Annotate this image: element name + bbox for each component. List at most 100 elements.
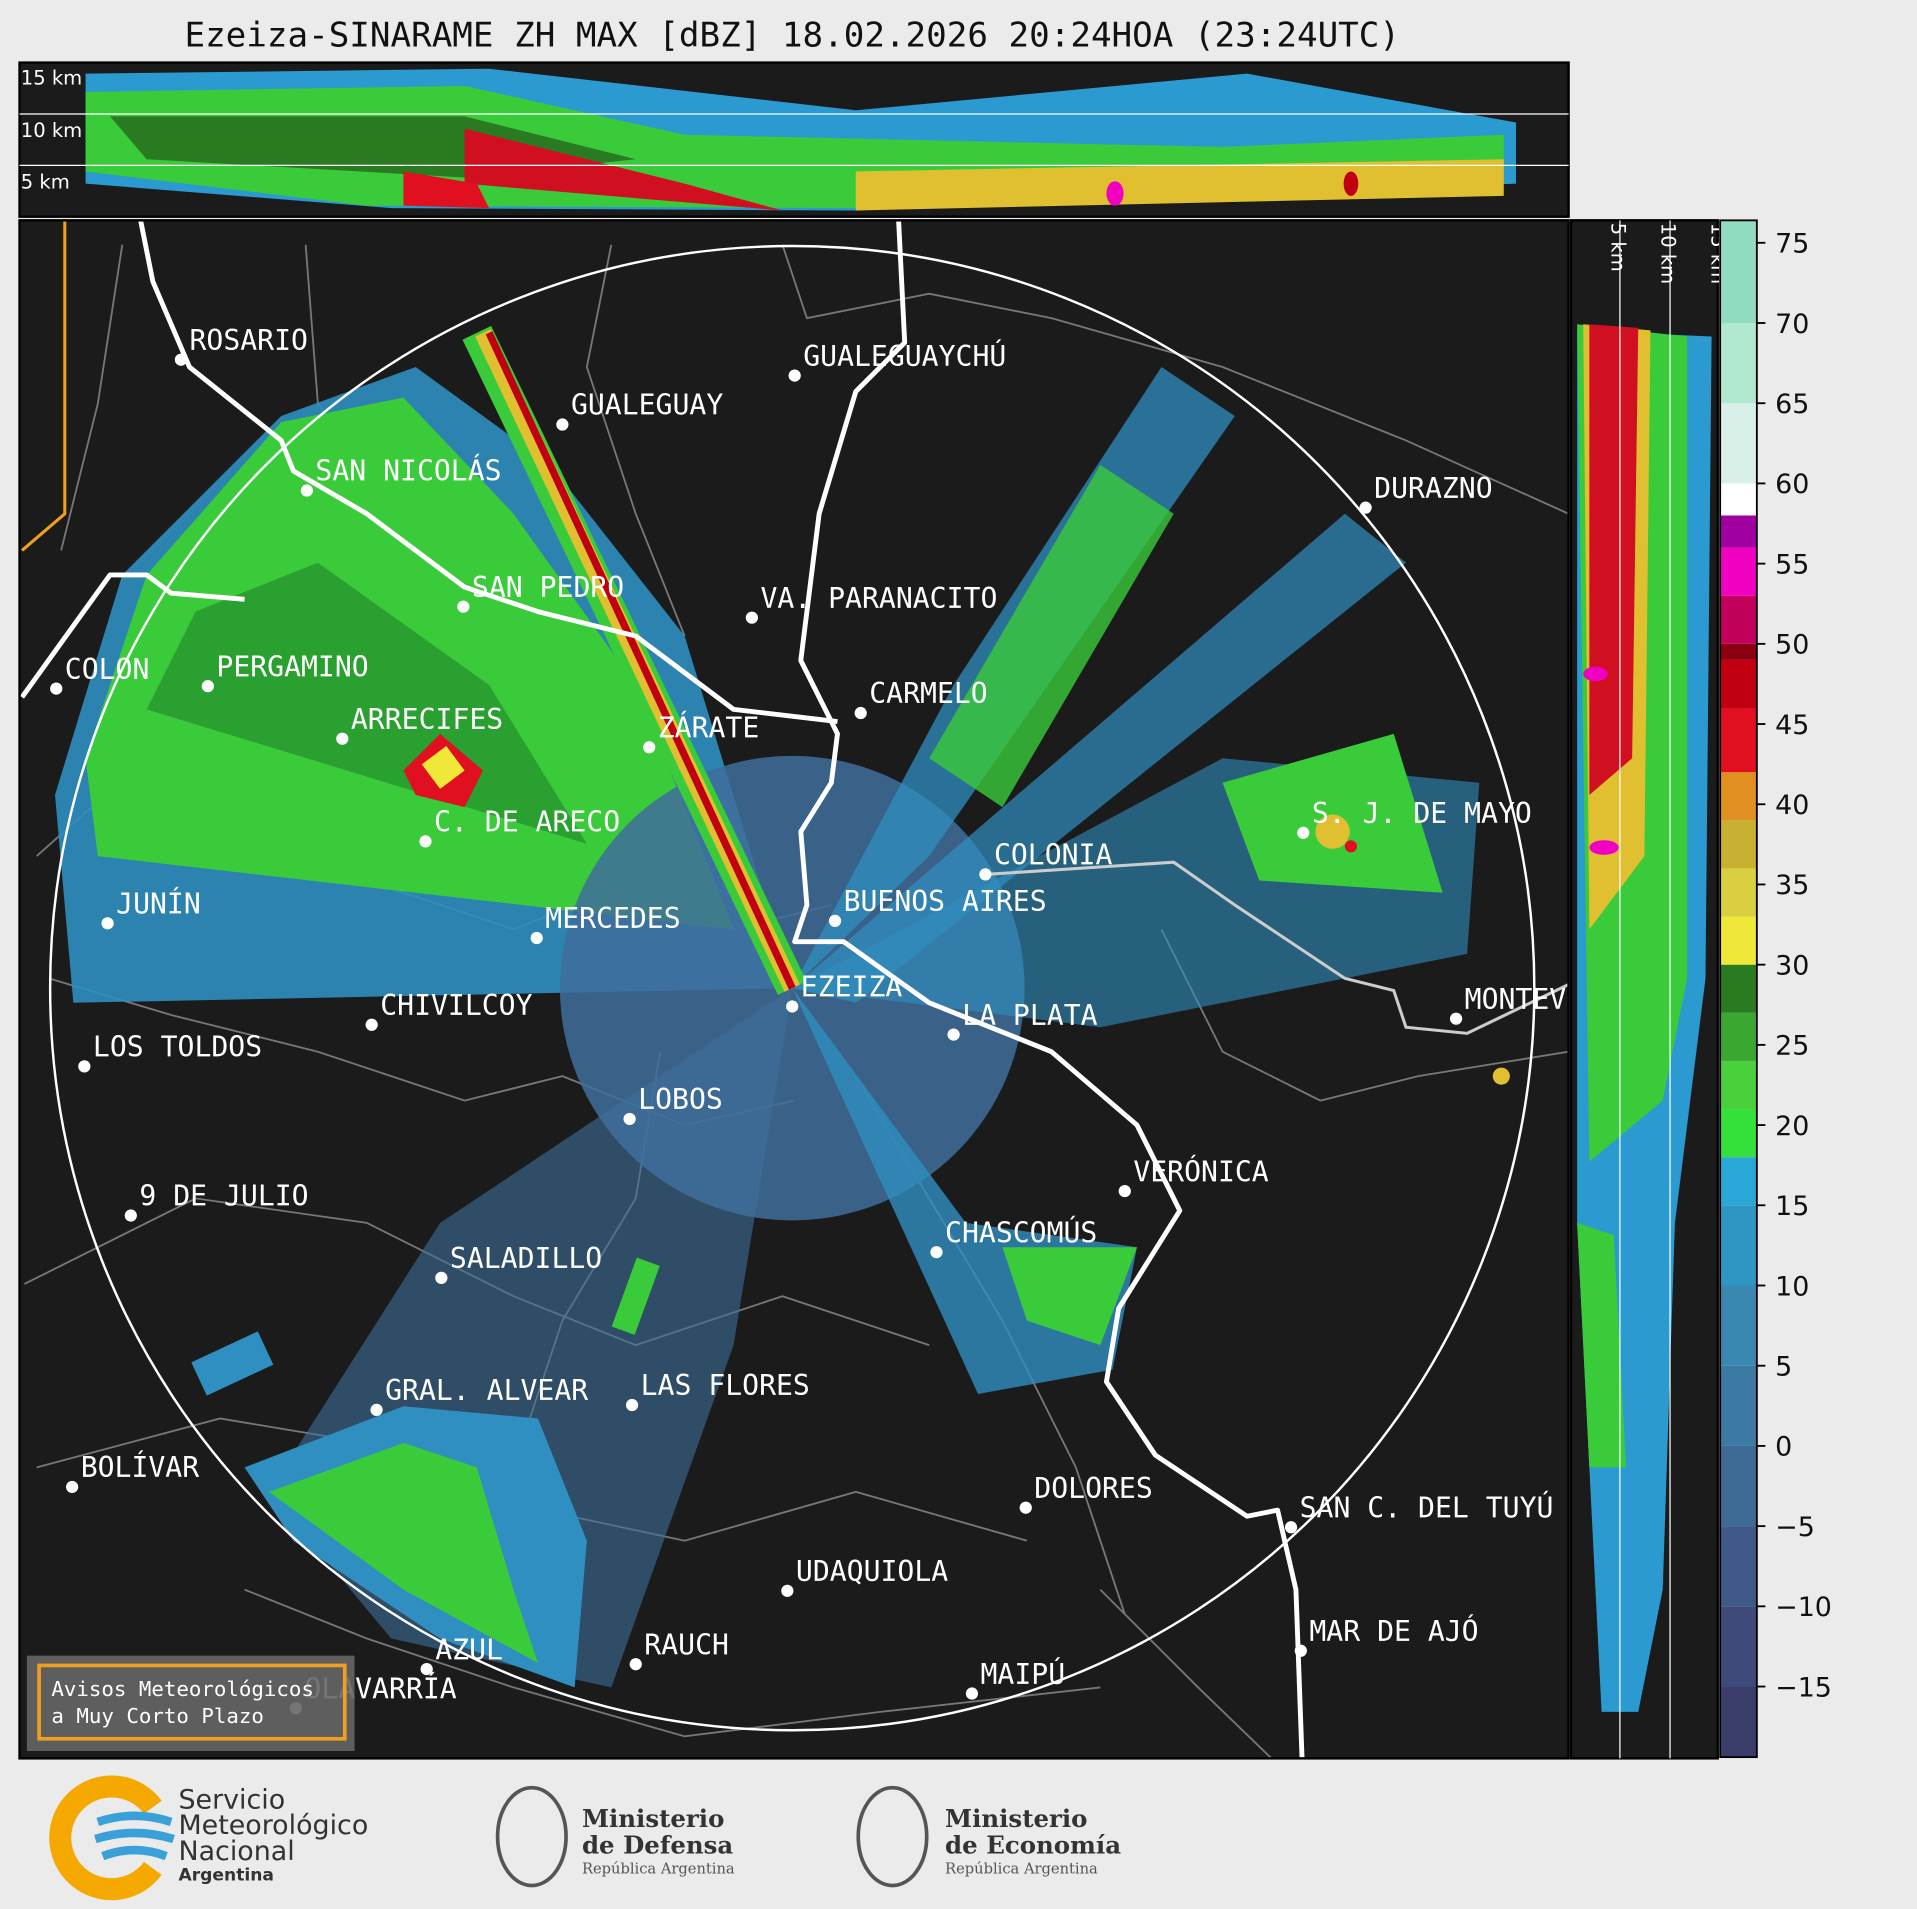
city-label: SAN PEDRO xyxy=(472,571,624,604)
city-dot xyxy=(781,1584,794,1597)
height-label: 5 km xyxy=(1606,223,1629,272)
height-label: 15 km xyxy=(21,67,82,90)
city-dot xyxy=(50,682,63,695)
city-dot xyxy=(124,1209,137,1222)
smn-line: Meteorológico xyxy=(178,1810,368,1841)
colorbar-tick-label: 50 xyxy=(1775,630,1809,661)
city-dot xyxy=(174,353,188,366)
colorbar-tick-label: 10 xyxy=(1775,1271,1809,1302)
city-dot xyxy=(66,1480,79,1494)
smn-line: Servicio xyxy=(178,1784,285,1815)
colorbar-band xyxy=(1720,403,1757,484)
city-dot xyxy=(1359,501,1372,514)
colorbar-tick-label: 45 xyxy=(1775,710,1809,741)
colorbar-tick-label: −5 xyxy=(1775,1512,1815,1543)
city-label: 9 DE JULIO xyxy=(139,1180,308,1213)
height-label: 5 km xyxy=(21,171,70,194)
colorbar-band xyxy=(1720,1686,1757,1758)
city-dot xyxy=(457,600,470,613)
colorbar-band xyxy=(1720,220,1757,324)
city-dot xyxy=(643,741,656,754)
city-label: BUENOS AIRES xyxy=(844,885,1047,918)
ministry-sub: República Argentina xyxy=(582,1860,735,1877)
city-dot xyxy=(979,868,992,881)
city-dot xyxy=(1019,1501,1032,1514)
city-dot xyxy=(947,1028,960,1041)
city-label: GUALEGUAY xyxy=(571,389,723,422)
colorbar-tick-label: 55 xyxy=(1775,549,1809,580)
colorbar-band xyxy=(1720,1285,1757,1366)
city-label: JUNÍN xyxy=(116,887,201,921)
city-dot xyxy=(101,917,114,930)
cities: ROSARIO GUALEGUAYCHÚ GUALEGUAY SAN NICOLÁS D… xyxy=(50,324,1634,1715)
city-label: VA. PARANACITO xyxy=(760,582,997,615)
city-dot xyxy=(530,931,543,945)
city-label: PERGAMINO xyxy=(216,650,368,683)
colorbar-tick-label: −15 xyxy=(1775,1672,1832,1703)
range-ring xyxy=(48,244,1536,1732)
warning-line: a Muy Corto Plazo xyxy=(51,1704,264,1728)
city-dot xyxy=(1294,1644,1307,1657)
city-dot xyxy=(1118,1184,1131,1198)
colorbar-band xyxy=(1720,1012,1757,1061)
ministry-line: de Defensa xyxy=(582,1831,733,1860)
title: Ezeiza-SINARAME ZH MAX [dBZ] 18.02.2026 … xyxy=(184,16,1399,56)
city-label: COLONIA xyxy=(994,839,1113,872)
city-dot xyxy=(201,680,214,693)
colorbar-band xyxy=(1720,515,1757,548)
footer: Servicio Meteorológico Nacional Argentin… xyxy=(49,1775,1121,1901)
city-dot xyxy=(1297,826,1310,839)
height-label: 10 km xyxy=(1656,223,1679,284)
city-dot xyxy=(78,1060,91,1073)
ministry-line: de Economía xyxy=(945,1831,1121,1860)
colorbar-band xyxy=(1720,1365,1757,1446)
colorbar-tick-label: −10 xyxy=(1775,1592,1832,1623)
city-label: UDAQUIOLA xyxy=(796,1555,948,1588)
city-dot xyxy=(745,611,758,624)
colorbar-tick-label: 40 xyxy=(1775,790,1809,821)
colorbar-band xyxy=(1720,1445,1757,1527)
coastline xyxy=(20,220,1305,1759)
city-dot xyxy=(930,1246,943,1259)
colorbar-band xyxy=(1720,547,1757,596)
colorbar-band xyxy=(1720,1606,1757,1687)
smn-country: Argentina xyxy=(178,1866,273,1886)
city-dot xyxy=(629,1658,642,1671)
city-label: LOBOS xyxy=(638,1083,723,1116)
city-label: ARRECIFES xyxy=(351,703,503,736)
colorbar-band xyxy=(1720,483,1757,516)
city-dot xyxy=(556,418,569,431)
colorbar-band xyxy=(1720,643,1757,660)
city-label: SAN NICOLÁS xyxy=(315,454,501,488)
city-dot xyxy=(828,914,842,927)
colorbar-frame xyxy=(1719,219,1758,1759)
colorbar-band xyxy=(1720,1157,1757,1206)
uruguay-coast xyxy=(985,860,1569,1035)
colorbar-band xyxy=(1720,708,1757,773)
colorbar-band xyxy=(1720,868,1757,917)
side-panel xyxy=(1569,219,1719,1760)
city-label: CARMELO xyxy=(869,677,987,710)
warning-box[interactable]: Avisos Meteorológicos a Muy Corto Plazo xyxy=(26,1655,355,1752)
coat-of-arms xyxy=(495,1785,568,1888)
city-dot xyxy=(965,1687,979,1700)
colorbar-tick-label: 0 xyxy=(1775,1432,1792,1463)
city-label: COLON xyxy=(65,653,150,686)
city-label: DURAZNO xyxy=(1374,472,1492,505)
coat-of-arms xyxy=(856,1785,929,1888)
city-label: EZEIZA xyxy=(801,971,903,1004)
colorbar-band xyxy=(1720,1109,1757,1158)
city-label: BOLÍVAR xyxy=(81,1450,200,1484)
colorbar-tick-label: 5 xyxy=(1775,1351,1792,1382)
colorbar-tick-label: 20 xyxy=(1775,1111,1809,1142)
city-label: MONTEVIDEO xyxy=(1465,983,1634,1016)
colorbar-tick-label: 75 xyxy=(1775,229,1809,260)
city-label: SAN C. DEL TUYÚ xyxy=(1300,1490,1554,1524)
colorbar-band xyxy=(1720,1205,1757,1286)
city-dot xyxy=(625,1398,639,1412)
ministry-sub: República Argentina xyxy=(945,1860,1098,1877)
city-dot xyxy=(300,484,313,497)
radar-echoes xyxy=(55,325,1510,1688)
